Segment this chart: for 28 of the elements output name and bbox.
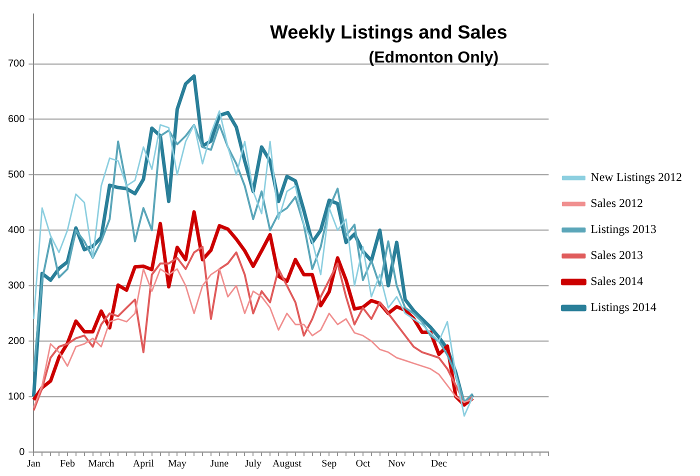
x-tick-label: March xyxy=(88,458,114,470)
legend-label: Listings 2013 xyxy=(590,222,656,236)
y-tick-label: 500 xyxy=(8,170,26,181)
x-tick-label: Feb xyxy=(60,458,75,470)
legend-label: Sales 2013 xyxy=(590,248,644,262)
x-tick-label: Sep xyxy=(322,458,337,470)
x-tick-label: July xyxy=(244,458,262,470)
y-tick-label: 300 xyxy=(8,280,26,292)
y-tick-label: 400 xyxy=(8,224,26,236)
y-tick-label: 200 xyxy=(8,336,26,347)
x-tick-label: May xyxy=(168,458,186,470)
x-tick-label: April xyxy=(132,458,154,470)
y-tick-label: 700 xyxy=(8,58,26,70)
legend-label: Sales 2012 xyxy=(590,196,644,210)
legend-label: New Listings 2012 xyxy=(590,170,682,184)
x-tick-label: June xyxy=(210,458,230,470)
y-tick-label: 100 xyxy=(8,391,26,402)
y-tick-label: 0 xyxy=(19,446,26,458)
legend-label: Listings 2014 xyxy=(590,300,656,314)
text: (Edmonton Only) xyxy=(368,49,499,66)
x-tick-label: Nov xyxy=(388,458,406,470)
x-tick-label: Jan xyxy=(27,458,40,470)
x-tick-label: August xyxy=(272,458,302,470)
y-tick-label: 600 xyxy=(8,114,26,126)
legend-label: Sales 2014 xyxy=(590,274,644,288)
x-tick-label: Dec xyxy=(430,458,448,470)
x-tick-label: Oct xyxy=(356,458,370,470)
text: Weekly Listings and Sales xyxy=(270,22,508,44)
